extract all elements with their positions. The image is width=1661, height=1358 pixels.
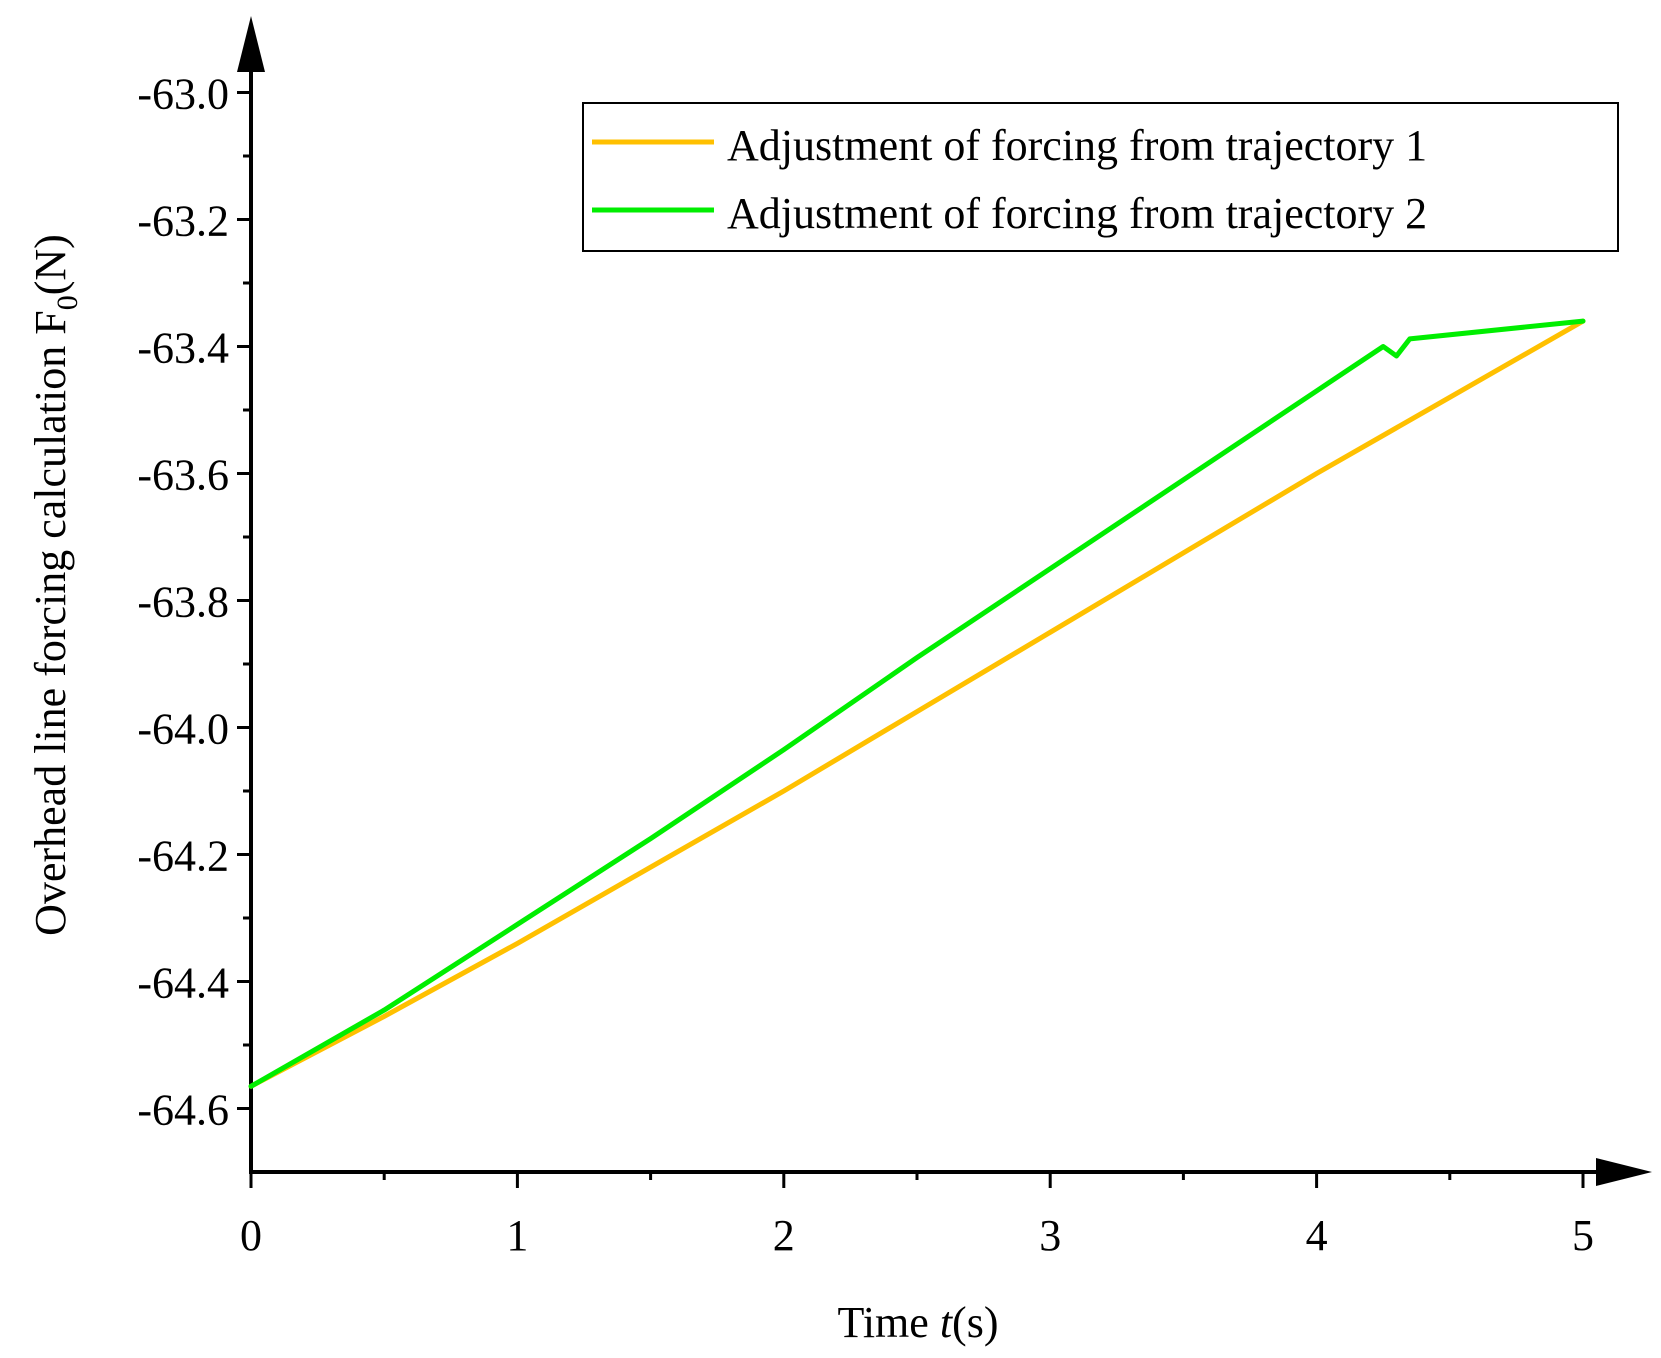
legend: Adjustment of forcing from trajectory 1 … xyxy=(582,102,1619,252)
x-tick-label: 5 xyxy=(1572,1211,1594,1260)
legend-label-series-1: Adjustment of forcing from trajectory 1 xyxy=(727,121,1427,170)
y-axis xyxy=(237,16,265,1174)
x-axis-title: Time t(s) xyxy=(838,1298,999,1347)
x-axis-arrow-icon xyxy=(1596,1158,1652,1186)
y-tick-label: -64.4 xyxy=(137,959,229,1008)
y-tick-label: -64.6 xyxy=(137,1086,229,1135)
y-ticks: -64.6 -64.4 -64.2 -64.0 -63.8 -63.6 -63.4 -63.2… xyxy=(137,70,251,1135)
y-tick-label: -63.8 xyxy=(137,578,229,627)
x-ticks: 0 1 2 3 4 5 xyxy=(240,1172,1594,1260)
x-tick-label: 4 xyxy=(1306,1211,1328,1260)
y-axis-arrow-icon xyxy=(237,16,265,72)
y-tick-label: -63.0 xyxy=(137,70,229,119)
x-tick-label: 0 xyxy=(240,1211,262,1260)
x-tick-label: 2 xyxy=(773,1211,795,1260)
y-tick-label: -63.6 xyxy=(137,451,229,500)
y-tick-label: -63.4 xyxy=(137,324,229,373)
y-axis-title: Overhead line forcing calculation F0(N) xyxy=(26,234,84,936)
y-tick-label: -63.2 xyxy=(137,197,229,246)
y-tick-label: -64.2 xyxy=(137,832,229,881)
legend-box xyxy=(582,102,1619,252)
series-line-1 xyxy=(248,318,1586,1089)
x-tick-label: 1 xyxy=(506,1211,528,1260)
series-layer xyxy=(248,318,1586,1089)
series-line-2 xyxy=(248,318,1586,1089)
y-tick-label: -64.0 xyxy=(137,705,229,754)
legend-label-series-2: Adjustment of forcing from trajectory 2 xyxy=(727,189,1427,238)
x-axis xyxy=(249,1158,1652,1186)
x-tick-label: 3 xyxy=(1039,1211,1061,1260)
